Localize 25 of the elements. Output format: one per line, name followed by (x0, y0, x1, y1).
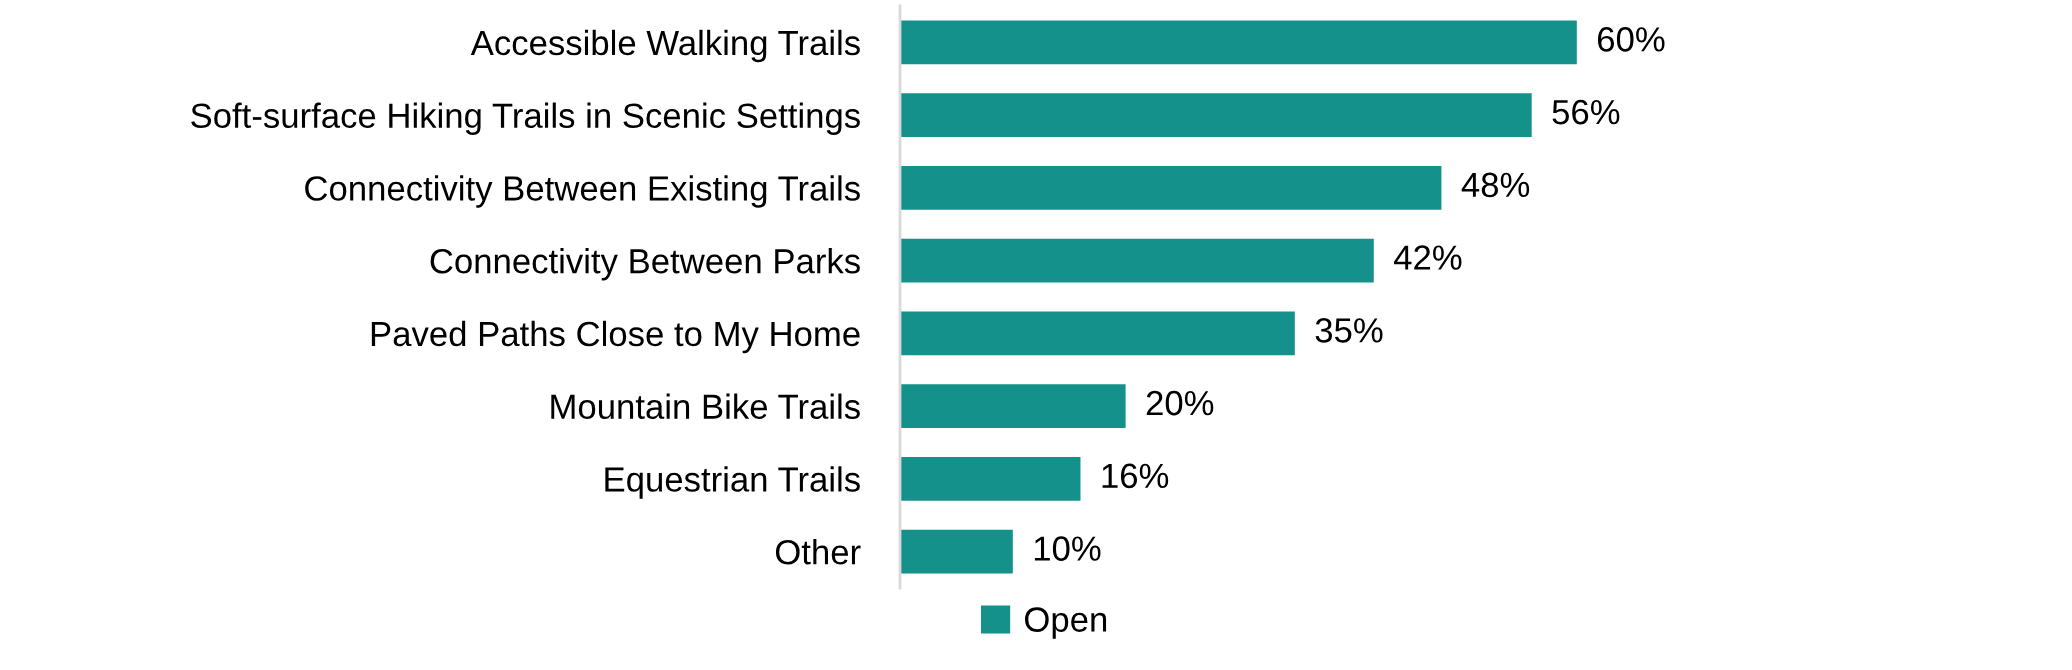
data-label: 48% (1461, 172, 1530, 198)
data-label: 60% (1598, 27, 1665, 52)
bar (900, 457, 1081, 501)
data-label: 56% (1552, 99, 1620, 125)
y-tick-label: Connectivity Between Parks (430, 248, 860, 281)
bar (900, 20, 1577, 65)
y-tick-label: Accessible Walking Trails (470, 29, 860, 63)
bar (900, 93, 1532, 137)
y-tick-label: Mountain Bike Trails (551, 393, 860, 420)
data-label: 42% (1394, 245, 1462, 270)
data-label: 16% (1102, 463, 1169, 489)
y-tick-label: Paved Paths Close to My Home (371, 320, 860, 354)
data-label: 10% (1034, 536, 1101, 561)
bar (900, 529, 1013, 574)
y-tick-label: Equestrian Trails (605, 466, 860, 499)
bar (900, 384, 1126, 428)
y-tick-label: Other (775, 539, 861, 565)
bar (900, 311, 1295, 356)
y-tick-label: Soft-surface Hiking Trails in Scenic Settings (191, 102, 860, 135)
bar (900, 238, 1374, 283)
bar (900, 166, 1442, 210)
legend-label: Open (1025, 607, 1107, 639)
y-tick-label: Connectivity Between Existing Trails (305, 175, 860, 208)
data-label: 35% (1315, 318, 1383, 343)
data-label: 20% (1146, 390, 1214, 416)
